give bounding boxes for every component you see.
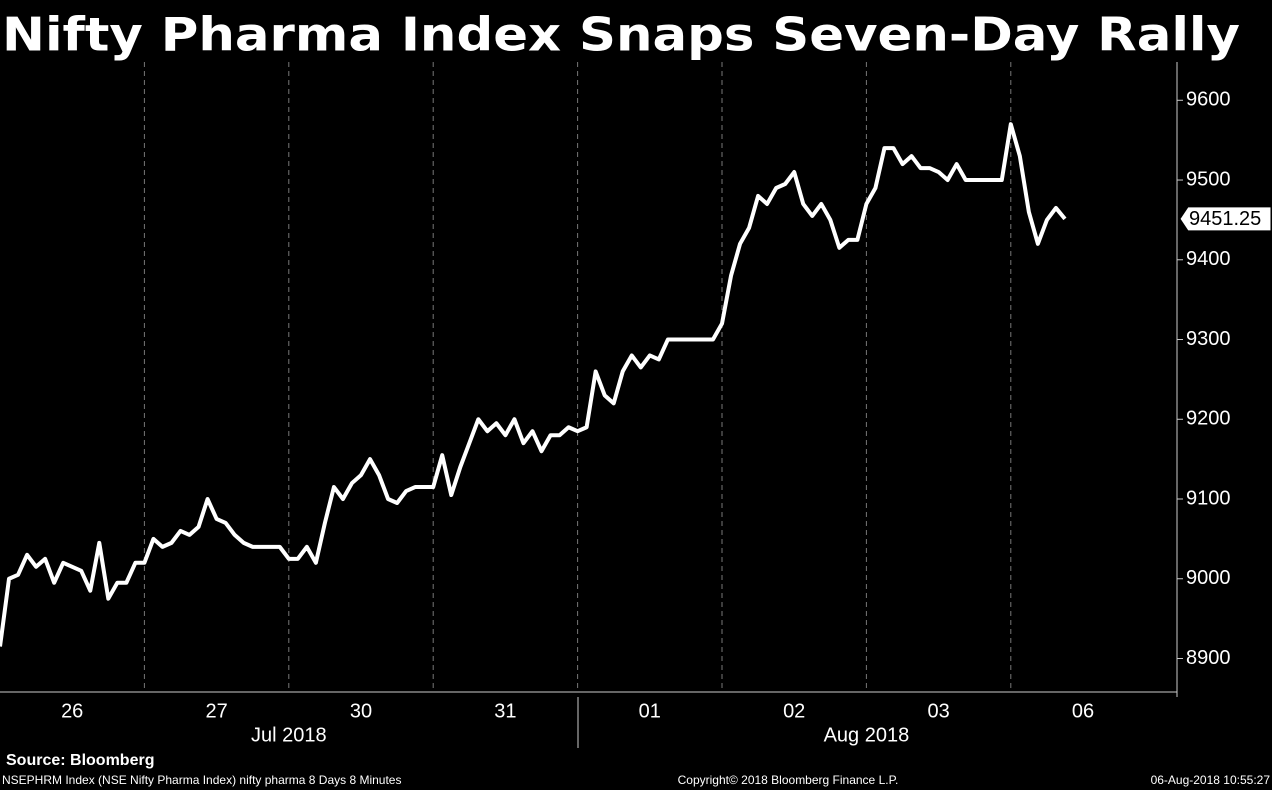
price-line — [0, 122, 1067, 647]
y-tick-label: 9100 — [1186, 487, 1231, 509]
last-value-box — [1179, 206, 1272, 232]
x-tick-label: 30 — [350, 700, 372, 722]
x-tick-label: 26 — [61, 700, 83, 722]
source: Source: Bloomberg — [6, 752, 154, 769]
x-tick-label: 02 — [783, 700, 805, 722]
y-tick-label: 9500 — [1186, 168, 1231, 190]
y-tick-label: 8900 — [1186, 647, 1231, 669]
x-tick-label: 31 — [494, 700, 516, 722]
y-tick-label: 9300 — [1186, 328, 1231, 350]
y-tick-label: 9400 — [1186, 248, 1231, 270]
chart-title: Nifty Pharma Index Snaps Seven-Day Rally — [2, 8, 1240, 62]
footer-left: NSEPHRM Index (NSE Nifty Pharma Index) n… — [2, 773, 401, 787]
x-tick-label: 01 — [639, 700, 661, 722]
month-label: Jul 2018 — [251, 724, 327, 746]
x-tick-label: 03 — [927, 700, 949, 722]
month-label: Aug 2018 — [824, 724, 910, 746]
y-tick-label: 9600 — [1186, 89, 1231, 111]
x-tick-label: 06 — [1072, 700, 1094, 722]
y-tick-label: 9200 — [1186, 408, 1231, 430]
x-tick-label: 27 — [205, 700, 227, 722]
footer-center: Copyright© 2018 Bloomberg Finance L.P. — [678, 773, 899, 787]
last-value-label: 9451.25 — [1189, 208, 1261, 230]
y-tick-label: 9000 — [1186, 567, 1231, 589]
footer-right: 06-Aug-2018 10:55:27 — [1151, 773, 1271, 787]
